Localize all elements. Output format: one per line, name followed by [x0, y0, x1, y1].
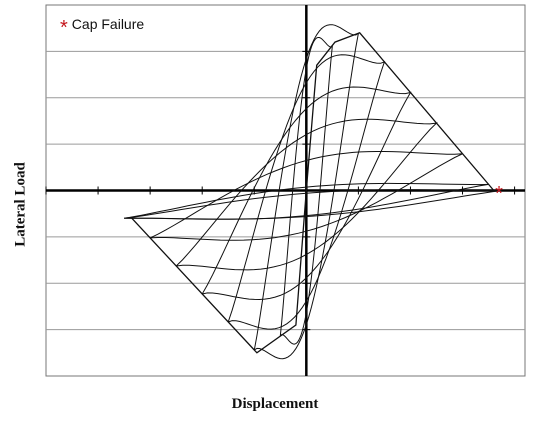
legend-label-cap-failure: Cap Failure [71, 16, 145, 32]
failure-markers: * [495, 183, 503, 205]
legend: * Cap Failure [60, 12, 145, 39]
hysteresis-loop-8 [124, 189, 502, 220]
x-axis-label: Displacement [231, 396, 319, 412]
y-axis-label: Lateral Load [12, 162, 29, 247]
envelope [131, 32, 495, 354]
positive-envelope-line [305, 32, 495, 191]
negative-envelope-line [131, 190, 307, 354]
grid-lines [45, 4, 526, 377]
cap-failure-point-marker: * [495, 183, 503, 205]
cap-failure-marker-icon: * [60, 17, 68, 39]
